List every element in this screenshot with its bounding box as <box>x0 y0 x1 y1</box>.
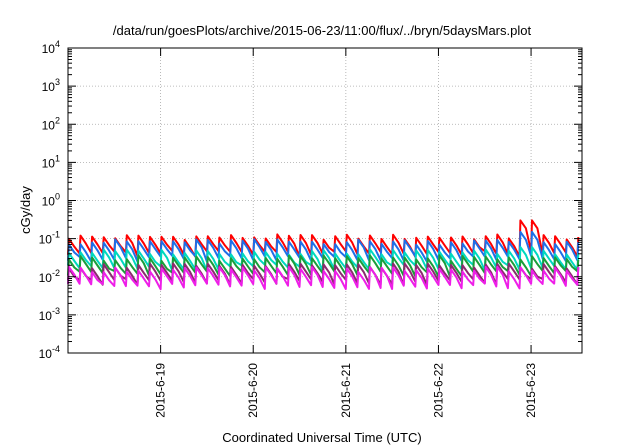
plot-frame <box>67 47 583 354</box>
chart-title: /data/run/goesPlots/archive/2015-06-23/1… <box>113 23 532 38</box>
x-tick-label: 2015-6-20 <box>246 363 260 418</box>
x-tick-label: 2015-6-19 <box>154 363 168 418</box>
series-line-magenta <box>67 265 580 291</box>
x-tick-label: 2015-6-21 <box>339 363 353 418</box>
y-axis-title: cGy/day <box>18 186 33 234</box>
y-tick-exponent: -4 <box>52 344 60 354</box>
x-axis-title: Coordinated Universal Time (UTC) <box>222 430 421 445</box>
y-tick-base: 10 <box>42 42 56 56</box>
y-tick-base: 10 <box>39 309 53 323</box>
y-tick-label: 10-4 <box>39 344 60 361</box>
y-tick-exponent: 4 <box>55 39 60 49</box>
y-tick-exponent: 0 <box>55 192 60 202</box>
y-tick-exponent: -3 <box>52 306 60 316</box>
y-tick-exponent: -1 <box>52 230 60 240</box>
y-tick-exponent: 1 <box>55 153 60 163</box>
y-tick-label: 10-2 <box>39 268 60 285</box>
y-tick-label: 10-1 <box>39 230 60 247</box>
y-tick-base: 10 <box>39 347 53 361</box>
y-tick-base: 10 <box>42 195 56 209</box>
y-tick-label: 102 <box>42 115 60 132</box>
grid-lines <box>68 48 582 353</box>
y-tick-label: 104 <box>42 39 60 56</box>
y-tick-label: 10-3 <box>39 306 60 323</box>
y-tick-label: 100 <box>42 192 60 209</box>
y-tick-base: 10 <box>42 80 56 94</box>
y-tick-exponent: 3 <box>55 77 60 87</box>
x-tick-label: 2015-6-22 <box>431 363 445 418</box>
y-tick-label: 101 <box>42 153 60 170</box>
y-tick-exponent: -2 <box>52 268 60 278</box>
y-tick-label: 103 <box>42 77 60 94</box>
x-axis-ticks: 2015-6-19 2015-6-20 2015-6-21 2015-6-22 2015… <box>154 48 538 418</box>
x-tick-label: 2015-6-23 <box>524 363 538 418</box>
y-tick-base: 10 <box>42 156 56 170</box>
y-tick-base: 10 <box>39 233 53 247</box>
y-tick-base: 10 <box>39 271 53 285</box>
y-tick-exponent: 2 <box>55 115 60 125</box>
series-lines <box>67 219 580 291</box>
y-tick-base: 10 <box>42 118 56 132</box>
